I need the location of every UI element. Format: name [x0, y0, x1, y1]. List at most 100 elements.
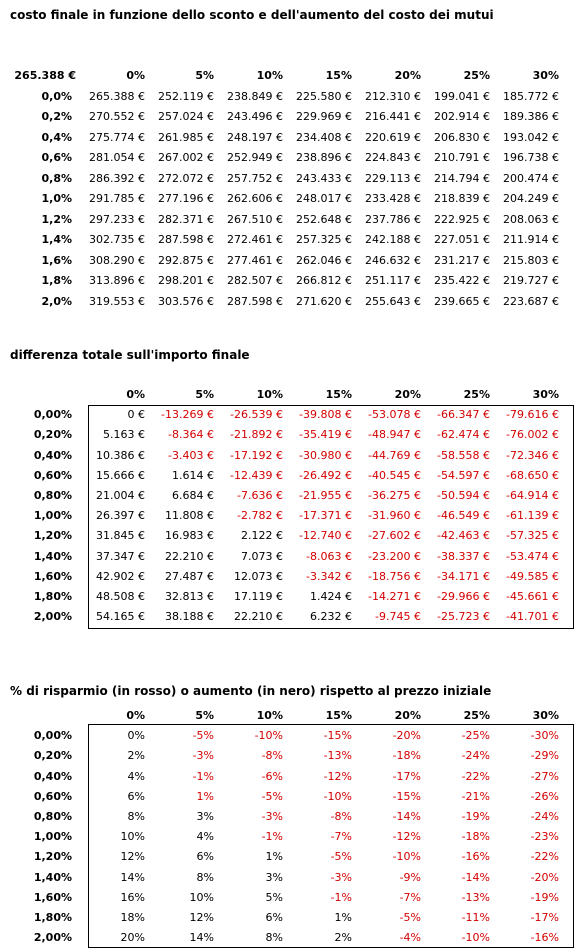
table-cell: 234.408 € [296, 130, 352, 144]
table-cell: 2% [127, 749, 145, 763]
final-cost-table: 265.388 € 0% 5% 10% 15% 20% 25% 30% 0,0% 265.388 … [8, 66, 563, 312]
row-label: 1,80% [33, 590, 72, 604]
table-cell: -12% [323, 769, 352, 783]
table-row: 0,2% 270.552 € 257.024 € 243.496 € 229.969 €… [8, 107, 563, 128]
table-cell: -53.078 € [368, 408, 421, 422]
table-cell: 210.791 € [434, 151, 490, 164]
table-cell: -12.740 € [299, 529, 352, 543]
table-cell: 211.914 € [503, 233, 559, 246]
table-cell: 200.474 € [503, 171, 559, 185]
table-cell: -22% [461, 769, 490, 783]
table-row: 0,4% 275.774 € 261.985 € 248.197 € 234.408 €… [8, 128, 563, 149]
table-row: 1,80% 48.508 € 32.813 € 17.119 € 1.424 € -14.… [8, 587, 563, 607]
table-cell: 4% [196, 830, 214, 844]
table-cell: -30.980 € [299, 448, 352, 462]
table-cell: 6% [127, 789, 145, 803]
table-cell: -17.192 € [230, 448, 283, 462]
table-cell: 12% [189, 911, 214, 925]
table-cell: 10.386 € [96, 448, 145, 462]
section2-title: differenza totale sull'importo finale [10, 348, 250, 362]
table-cell: -20% [530, 870, 559, 884]
table-cell: -7.636 € [237, 489, 283, 503]
table-cell: -16% [530, 931, 559, 945]
table-cell: 292.875 € [158, 253, 214, 267]
row-label: 2,00% [33, 931, 72, 945]
column-header: 0% [126, 69, 145, 82]
table-cell: -14% [392, 810, 421, 824]
table-cell: 252.648 € [296, 212, 352, 226]
table-cell: 21.004 € [96, 489, 145, 503]
table-row: 0,20% 2% -3% -8% -13% -18% -24% -29% [8, 746, 563, 766]
table-row: 0,60% 15.666 € 1.614 € -12.439 € -26.492 € -4… [8, 466, 563, 486]
table-row: 2,00% 54.165 € 38.188 € 22.210 € 6.232 € -9.7… [8, 607, 563, 627]
column-header: 20% [394, 69, 421, 82]
table-cell: -13.269 € [161, 408, 214, 422]
table-row: 1,40% 14% 8% 3% -3% -9% -14% -20% [8, 868, 563, 888]
table-cell: -18% [461, 830, 490, 844]
table-cell: -61.139 € [506, 509, 559, 523]
table-cell: 242.188 € [365, 233, 421, 246]
row-label: 1,2% [41, 212, 72, 226]
table-cell: -8% [261, 749, 283, 763]
table-cell: 22.210 € [165, 549, 214, 563]
table-cell: -9% [399, 870, 421, 884]
table-cell: 281.054 € [89, 151, 145, 164]
table-cell: 1% [334, 911, 352, 925]
table-cell: -18% [392, 749, 421, 763]
table-cell: -14% [461, 870, 490, 884]
table-cell: 308.290 € [89, 253, 145, 267]
table-cell: -62.474 € [437, 428, 490, 442]
table-cell: -5% [399, 911, 421, 925]
table-cell: 261.985 € [158, 130, 214, 144]
table-cell: -29.966 € [437, 590, 490, 604]
table-row: 0,80% 8% 3% -3% -8% -14% -19% -24% [8, 807, 563, 827]
table-row: 2,00% 20% 14% 8% 2% -4% -10% -16% [8, 928, 563, 948]
row-label: 0,00% [33, 729, 72, 743]
table-cell: -3% [330, 870, 352, 884]
column-header: 25% [463, 388, 490, 401]
table-row: 0,00% 0% -5% -10% -15% -20% -25% -30% [8, 726, 563, 746]
table-cell: 277.461 € [227, 253, 283, 267]
table-cell: -10% [392, 850, 421, 864]
table-cell: -50.594 € [437, 489, 490, 503]
table-cell: 22.210 € [234, 610, 283, 624]
table-cell: -31.960 € [368, 509, 421, 523]
table-cell: 255.643 € [365, 294, 421, 308]
table-cell: -44.769 € [368, 448, 421, 462]
table-row: 0,00% 0 € -13.269 € -26.539 € -39.808 € -53.0… [8, 405, 563, 425]
row-label: 0,00% [33, 408, 72, 422]
table-cell: 222.925 € [434, 212, 490, 226]
table-cell: 196.738 € [503, 151, 559, 164]
table-row: 1,6% 308.290 € 292.875 € 277.461 € 262.046 €… [8, 251, 563, 272]
table-cell: 282.371 € [158, 212, 214, 226]
table-cell: 12.073 € [234, 569, 283, 583]
row-label: 2,00% [33, 610, 72, 624]
table-cell: 208.063 € [503, 212, 559, 226]
table-cell: -14.271 € [368, 590, 421, 604]
column-header: 30% [532, 69, 559, 82]
table-cell: -76.002 € [506, 428, 559, 442]
table-cell: 1% [265, 850, 283, 864]
table-cell: -20% [392, 729, 421, 743]
row-label: 1,60% [33, 890, 72, 904]
table-row: 0,80% 21.004 € 6.684 € -7.636 € -21.955 € -36… [8, 486, 563, 506]
table-cell: 218.839 € [434, 192, 490, 205]
table-cell: 193.042 € [503, 130, 559, 144]
table-cell: -39.808 € [299, 408, 352, 422]
table-cell: -23% [530, 830, 559, 844]
table-cell: -26.539 € [230, 408, 283, 422]
table-cell: -25.723 € [437, 610, 490, 624]
table-cell: 215.803 € [503, 253, 559, 267]
table-cell: 37.347 € [96, 549, 145, 563]
table-cell: 16% [120, 890, 145, 904]
table-cell: 297.233 € [89, 212, 145, 226]
table-cell: -21.955 € [299, 489, 352, 503]
table-cell: 266.812 € [296, 274, 352, 287]
table-cell: 257.024 € [158, 110, 214, 123]
column-header: 5% [195, 709, 214, 722]
table-cell: -58.558 € [437, 448, 490, 462]
row-label: 1,4% [41, 233, 72, 246]
row-label: 0,2% [41, 110, 72, 123]
table-cell: -30% [530, 729, 559, 743]
table-row: 1,00% 10% 4% -1% -7% -12% -18% -23% [8, 827, 563, 847]
